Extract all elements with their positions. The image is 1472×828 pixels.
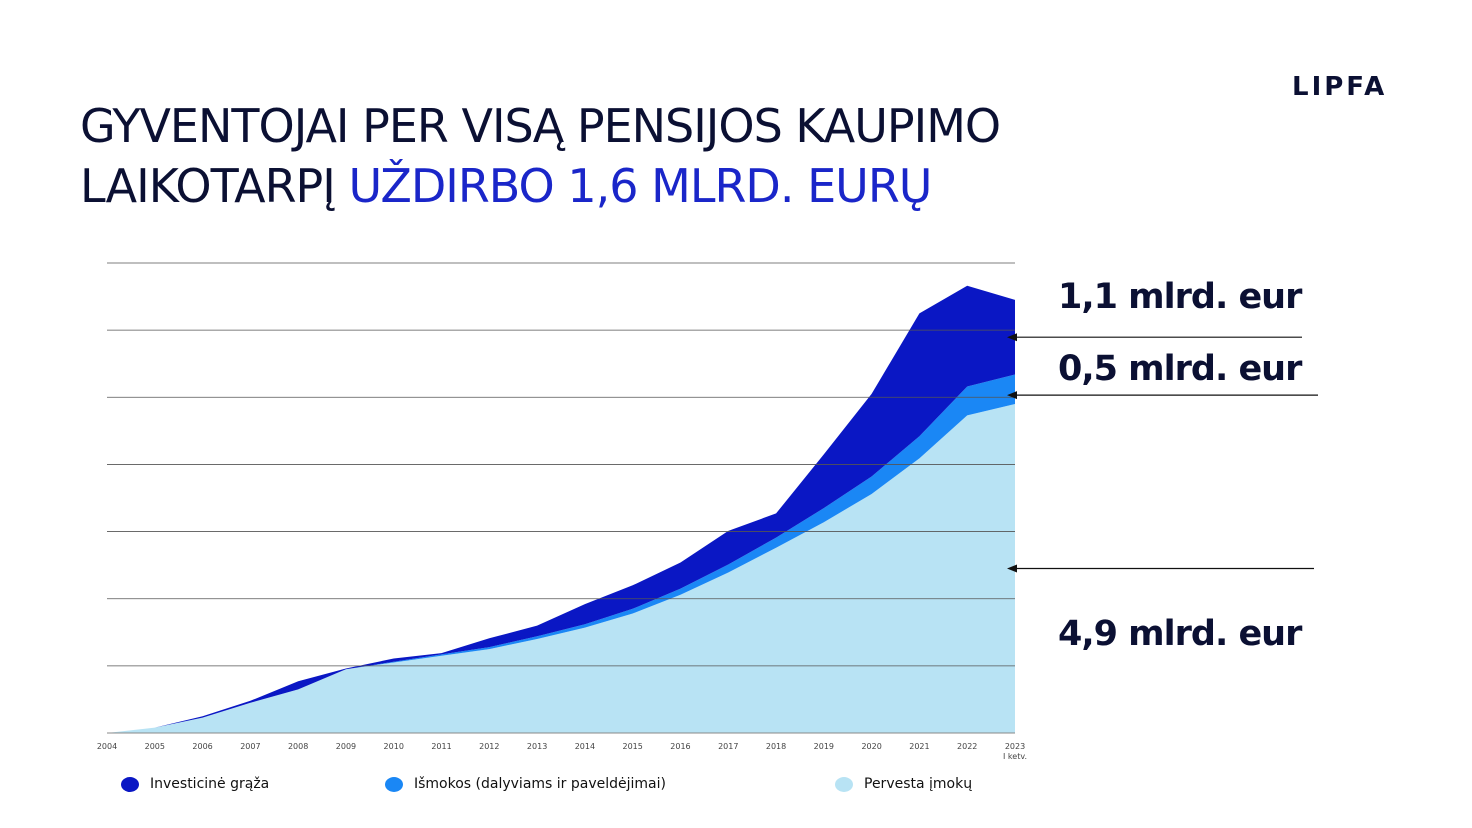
x-tick-label: 2021 — [909, 742, 929, 751]
x-tick-label: 2016 — [670, 742, 690, 751]
annotation-arrowhead — [1007, 333, 1017, 342]
x-tick-label: 2014 — [575, 742, 595, 751]
annotation-label: 4,9 mlrd. eur — [1058, 614, 1303, 654]
x-tick-label: 2012 — [479, 742, 499, 751]
x-tick-label: 2018 — [766, 742, 786, 751]
legend-label-payouts: Išmokos (dalyviams ir paveldėjimai) — [414, 776, 666, 792]
x-tick-label: 2013 — [527, 742, 547, 751]
x-tick-label: 2023 — [1005, 742, 1025, 751]
x-tick-label: 2008 — [288, 742, 308, 751]
legend-swatch-payouts — [385, 776, 403, 792]
title-line-2-accent: UŽDIRBO 1,6 MLRD. EURŲ — [348, 159, 932, 213]
title-line-1: GYVENTOJAI PER VISĄ PENSIJOS KAUPIMO — [80, 99, 1001, 153]
x-tick-label: 2011 — [431, 742, 451, 751]
title-line-2: LAIKOTARPĮ UŽDIRBO 1,6 MLRD. EURŲ — [80, 156, 1280, 216]
annotation-arrowhead — [1007, 391, 1017, 400]
page-title: GYVENTOJAI PER VISĄ PENSIJOS KAUPIMO LAI… — [80, 96, 1280, 216]
x-tick-label: 2022 — [957, 742, 977, 751]
annotation-arrowhead — [1007, 564, 1017, 573]
annotation-label: 0,5 mlrd. eur — [1058, 349, 1303, 389]
x-tick-label: 2010 — [384, 742, 404, 751]
x-tick-label: 2017 — [718, 742, 738, 751]
series-area-contributions — [107, 404, 1015, 733]
x-tick-label: 2005 — [145, 742, 165, 751]
legend-label-investment: Investicinė grąža — [150, 776, 270, 792]
x-tick-sublabel: I ketv. — [1003, 752, 1027, 761]
legend-label-contributions: Pervesta įmokų — [864, 776, 973, 792]
legend-swatch-investment — [121, 776, 139, 792]
title-line-2-plain: LAIKOTARPĮ — [80, 159, 336, 213]
lipfa-logo: LIPFA — [1292, 72, 1388, 102]
chart-legend: Investicinė grąža Išmokos (dalyviams ir … — [0, 776, 1472, 800]
x-tick-label: 2015 — [623, 742, 643, 751]
x-tick-label: 2009 — [336, 742, 356, 751]
x-tick-label: 2019 — [814, 742, 834, 751]
legend-item-investment: Investicinė grąža — [121, 776, 269, 792]
annotation-label: 1,1 mlrd. eur — [1058, 277, 1303, 317]
x-tick-label: 2004 — [97, 742, 117, 751]
x-tick-label: 2007 — [240, 742, 260, 751]
x-tick-label: 2020 — [861, 742, 881, 751]
x-tick-label: 2006 — [192, 742, 212, 751]
legend-item-contributions: Pervesta įmokų — [835, 776, 972, 792]
legend-item-payouts: Išmokos (dalyviams ir paveldėjimai) — [385, 776, 666, 792]
legend-swatch-contributions — [835, 776, 853, 792]
